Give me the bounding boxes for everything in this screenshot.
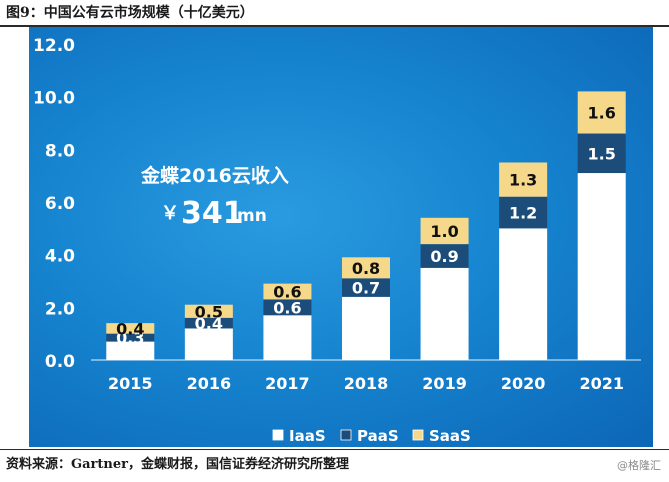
bar-saas-2016 [184, 304, 233, 318]
bottom-divider [0, 449, 669, 450]
bar-saas-2021 [577, 91, 626, 134]
x-tick-label: 2021 [579, 374, 624, 393]
x-tick-label: 2019 [422, 374, 467, 393]
bar-iaas-2021 [577, 173, 626, 360]
bar-iaas-2019 [420, 267, 469, 360]
legend-label-paas: PaaS [357, 427, 399, 445]
y-tick-label: 4.0 [45, 247, 75, 267]
bar-paas-2019 [420, 244, 469, 268]
y-tick-label: 0.0 [45, 352, 75, 372]
x-tick-label: 2017 [265, 374, 310, 393]
bar-iaas-2016 [184, 328, 233, 360]
y-tick-label: 12.0 [33, 36, 75, 56]
y-axis: 0.0 2.0 4.0 6.0 8.0 10.0 12.0 [33, 36, 75, 372]
y-tick-label: 6.0 [45, 194, 75, 214]
chart-panel: 0.0 2.0 4.0 6.0 8.0 10.0 12.0 0.3 0.4 0.4 0.5 0.6 0… [29, 27, 653, 447]
data-label-paas-2016: 0.4 [195, 314, 223, 333]
data-label-saas-2018: 0.8 [352, 259, 380, 278]
legend-swatch-paas [340, 429, 352, 441]
bar-paas-2017 [263, 299, 312, 316]
source-note: 资料来源：Gartner，金蝶财报，国信证券经济研究所整理 [6, 457, 349, 472]
annotation-line1: 金蝶2016云收入 [140, 164, 289, 187]
legend: IaaS PaaS SaaS [272, 427, 471, 445]
stacked-bar-chart: 0.02.04.06.08.010.012.0 0.30.4 0.40.5 0.60… [33, 36, 641, 445]
bars: 0.30.4 0.40.5 0.60.6 0.70.80.91.01.21.31.51… [106, 91, 626, 360]
x-tick-label: 2018 [344, 374, 389, 393]
x-tick-label: 2015 [108, 374, 153, 393]
legend-label-saas: SaaS [429, 427, 471, 445]
figure-title: 图9：中国公有云市场规模（十亿美元） [6, 5, 254, 21]
bar-saas-2015 [106, 323, 155, 334]
data-label-saas-2017: 0.6 [273, 283, 301, 302]
legend-swatch-iaas [272, 429, 284, 441]
data-label-saas-2019: 1.0 [430, 222, 458, 241]
x-axis: 2015 2016 2017 2018 2019 2020 2021 [108, 374, 624, 393]
top-divider [0, 25, 669, 27]
legend-swatch-saas [412, 429, 424, 441]
data-label-saas-2015: 0.4 [116, 319, 144, 338]
bar-paas-2016 [184, 317, 233, 329]
data-label-paas-2017: 0.6 [273, 298, 301, 317]
bar-paas-2020 [499, 196, 548, 229]
bar-iaas-2015 [106, 341, 155, 360]
data-label-paas-2020: 1.2 [509, 204, 537, 223]
revenue-annotation: 金蝶2016云收入 ￥ 341 mn [140, 164, 289, 231]
annotation-unit: mn [237, 206, 267, 226]
y-tick-label: 2.0 [45, 299, 75, 319]
legend-label-iaas: IaaS [289, 427, 326, 445]
data-label-paas-2019: 0.9 [430, 247, 458, 266]
data-label-saas-2020: 1.3 [509, 171, 537, 190]
bar-paas-2021 [577, 133, 626, 174]
bar-iaas-2018 [342, 296, 390, 360]
data-label-paas-2018: 0.7 [352, 279, 380, 298]
y-tick-label: 8.0 [45, 141, 75, 161]
bar-paas-2015 [106, 333, 155, 342]
y-tick-label: 10.0 [33, 89, 75, 109]
bar-saas-2020 [499, 162, 548, 197]
bar-saas-2018 [342, 257, 390, 279]
bar-saas-2017 [263, 283, 312, 300]
annotation-amount: 341 [181, 196, 244, 231]
data-label-saas-2021: 1.6 [588, 103, 616, 122]
x-tick-label: 2016 [187, 374, 232, 393]
bar-iaas-2017 [263, 315, 312, 360]
data-label-saas-2016: 0.5 [195, 302, 223, 321]
annotation-currency: ￥ [161, 203, 179, 224]
x-tick-label: 2020 [501, 374, 546, 393]
watermark: @格隆汇 [617, 459, 661, 472]
bar-iaas-2020 [499, 228, 548, 360]
bar-paas-2018 [342, 278, 390, 297]
bar-saas-2019 [420, 217, 469, 245]
data-label-paas-2021: 1.5 [588, 144, 616, 163]
